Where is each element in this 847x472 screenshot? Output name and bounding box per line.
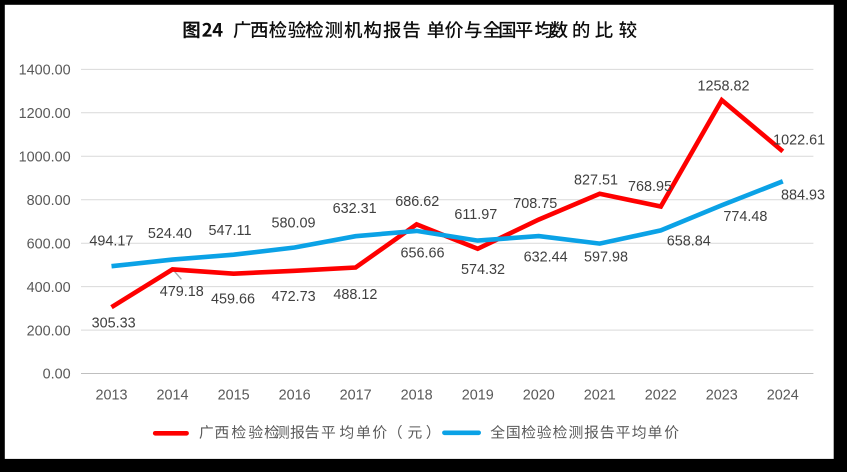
svg-text:400.00: 400.00 [27, 280, 71, 296]
svg-text:656.66: 656.66 [400, 245, 444, 261]
svg-text:632.44: 632.44 [524, 250, 568, 266]
svg-text:1400.00: 1400.00 [19, 63, 71, 79]
svg-text:884.93: 884.93 [781, 188, 825, 204]
svg-text:0.00: 0.00 [43, 367, 71, 383]
svg-text:2017: 2017 [340, 387, 372, 403]
svg-text:708.75: 708.75 [513, 196, 557, 212]
svg-text:524.40: 524.40 [148, 226, 192, 242]
svg-text:305.33: 305.33 [92, 315, 136, 331]
svg-text:2015: 2015 [218, 387, 250, 403]
svg-text:2016: 2016 [279, 387, 311, 403]
svg-text:774.48: 774.48 [723, 209, 767, 225]
svg-text:600.00: 600.00 [27, 236, 71, 252]
svg-text:768.95: 768.95 [628, 179, 672, 195]
svg-text:2021: 2021 [584, 387, 616, 403]
svg-text:2020: 2020 [523, 387, 555, 403]
svg-text:1000.00: 1000.00 [19, 150, 71, 166]
svg-text:479.18: 479.18 [160, 284, 204, 300]
svg-text:494.17: 494.17 [89, 234, 133, 250]
svg-text:574.32: 574.32 [461, 262, 505, 278]
svg-text:1022.61: 1022.61 [773, 132, 825, 148]
svg-text:658.84: 658.84 [667, 234, 711, 250]
svg-text:2022: 2022 [645, 387, 677, 403]
svg-text:2013: 2013 [95, 387, 127, 403]
svg-text:2018: 2018 [401, 387, 433, 403]
svg-text:580.09: 580.09 [271, 215, 315, 231]
svg-text:611.97: 611.97 [454, 207, 497, 223]
svg-text:686.62: 686.62 [395, 194, 439, 210]
svg-text:488.12: 488.12 [333, 287, 377, 303]
svg-text:2014: 2014 [156, 387, 188, 403]
svg-text:827.51: 827.51 [574, 173, 618, 189]
svg-text:800.00: 800.00 [27, 193, 71, 209]
svg-text:632.31: 632.31 [333, 201, 377, 217]
svg-text:459.66: 459.66 [211, 291, 255, 307]
svg-text:1258.82: 1258.82 [697, 78, 749, 94]
svg-text:2019: 2019 [462, 387, 494, 403]
svg-text:547.11: 547.11 [209, 223, 252, 239]
svg-text:597.98: 597.98 [584, 250, 628, 266]
svg-text:472.73: 472.73 [272, 289, 316, 305]
svg-text:200.00: 200.00 [27, 323, 71, 339]
svg-text:2023: 2023 [706, 387, 738, 403]
svg-text:1200.00: 1200.00 [19, 106, 71, 122]
svg-text:2024: 2024 [767, 387, 799, 403]
